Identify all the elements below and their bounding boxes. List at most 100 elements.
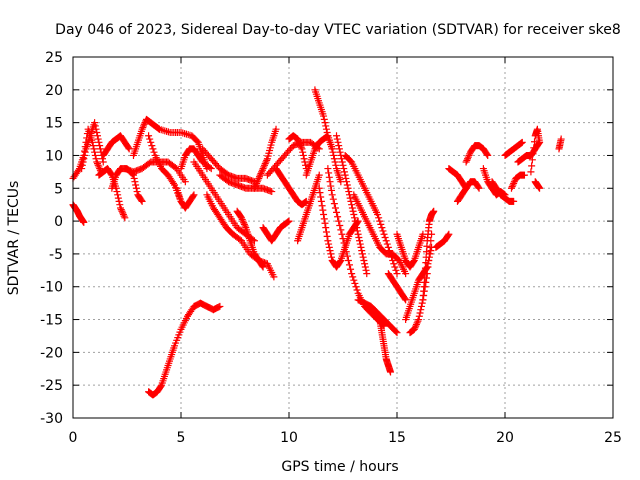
data-point xyxy=(484,151,492,159)
data-point xyxy=(350,276,358,284)
y-tick-label: -25 xyxy=(40,378,63,394)
series-arc31 xyxy=(354,296,401,337)
data-point xyxy=(131,178,139,186)
data-point xyxy=(297,142,305,150)
data-point xyxy=(320,211,328,219)
data-point xyxy=(327,182,335,190)
axis-ticks: 0 5 10 15 20 25 25 20 15 10 5 0 -5 -10 -15 -20 -25 -30 xyxy=(40,50,622,446)
series-arc40 xyxy=(453,178,483,205)
data-point xyxy=(270,273,278,281)
data-point xyxy=(181,178,189,186)
data-point xyxy=(92,125,100,133)
data-point xyxy=(317,193,325,201)
data-point xyxy=(341,243,349,251)
data-point xyxy=(322,224,330,232)
data-point xyxy=(374,211,382,219)
series-arc50 xyxy=(145,299,224,399)
data-point xyxy=(320,115,328,123)
data-point xyxy=(251,183,259,191)
data-point xyxy=(518,138,526,146)
data-point xyxy=(392,266,400,274)
data-point xyxy=(463,156,471,164)
data-point xyxy=(339,161,347,169)
data-point xyxy=(359,253,367,261)
x-axis-label: GPS time / hours xyxy=(281,459,398,475)
data-point xyxy=(410,325,418,333)
data-point xyxy=(508,183,516,191)
data-point xyxy=(349,273,357,281)
data-point xyxy=(137,196,145,204)
data-point xyxy=(121,214,129,222)
data-point xyxy=(116,201,124,209)
data-point xyxy=(383,240,391,248)
data-point xyxy=(344,256,352,264)
data-point xyxy=(260,163,268,171)
series-arc12 xyxy=(177,145,215,173)
data-point xyxy=(297,143,305,151)
data-point xyxy=(342,174,350,182)
series-arc46 xyxy=(514,138,544,166)
data-point xyxy=(150,148,158,156)
data-point xyxy=(321,119,329,127)
data-point xyxy=(294,137,302,145)
series-arc48 xyxy=(531,178,544,192)
data-point xyxy=(416,309,424,317)
data-point xyxy=(257,170,265,178)
data-point xyxy=(325,240,333,248)
series-arc18 xyxy=(250,125,280,192)
data-point xyxy=(331,204,339,212)
data-point xyxy=(520,171,528,179)
series-arc41 xyxy=(462,142,492,166)
series-arc4 xyxy=(95,165,129,222)
data-point xyxy=(347,197,355,205)
data-point xyxy=(358,247,366,255)
data-point xyxy=(118,207,126,215)
data-point xyxy=(128,170,136,178)
data-point xyxy=(402,270,410,278)
data-point xyxy=(99,158,107,166)
data-point xyxy=(361,263,369,271)
data-point xyxy=(330,155,338,163)
data-point xyxy=(93,132,101,140)
data-point xyxy=(352,220,360,228)
data-point xyxy=(353,224,361,232)
data-point xyxy=(206,163,214,171)
data-point xyxy=(413,319,421,327)
data-point xyxy=(74,166,82,174)
y-tick-label: -15 xyxy=(40,313,63,329)
data-point xyxy=(99,155,107,163)
data-point xyxy=(94,161,102,169)
data-point xyxy=(81,151,89,159)
data-point xyxy=(412,322,420,330)
data-point xyxy=(138,197,146,205)
data-point xyxy=(330,200,338,208)
data-point xyxy=(335,217,343,225)
data-point xyxy=(529,150,537,158)
data-point xyxy=(263,156,271,164)
y-tick-label: -30 xyxy=(40,411,63,427)
data-point xyxy=(465,151,473,159)
series-arc28 xyxy=(333,132,371,278)
data-point xyxy=(91,119,99,127)
data-point xyxy=(342,248,350,256)
data-point xyxy=(333,208,341,216)
data-point xyxy=(349,207,357,215)
data-point xyxy=(78,165,86,173)
data-point xyxy=(464,155,472,163)
data-point xyxy=(96,145,104,153)
data-point xyxy=(316,189,324,197)
data-point xyxy=(140,120,148,128)
data-point xyxy=(392,328,400,336)
data-point xyxy=(237,214,245,222)
series-arc23 xyxy=(294,171,323,245)
series-arc9 xyxy=(145,132,185,205)
data-point xyxy=(254,176,262,184)
data-point xyxy=(117,206,125,214)
data-point xyxy=(335,142,343,150)
data-point xyxy=(207,165,215,173)
x-tick-label: 10 xyxy=(280,430,298,446)
data-point xyxy=(343,181,351,189)
data-point xyxy=(240,220,248,228)
data-point xyxy=(125,145,133,153)
data-point xyxy=(557,135,565,143)
